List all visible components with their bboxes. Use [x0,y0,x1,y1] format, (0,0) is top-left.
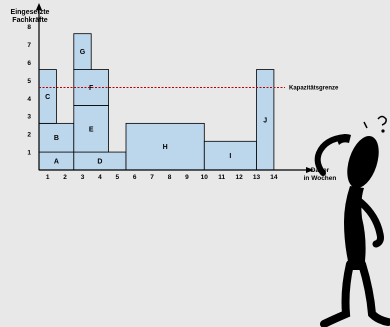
block-label-h: H [163,144,168,151]
x-tick-label-6: 6 [133,174,137,181]
x-tick-label-12: 12 [235,174,243,181]
x-ticks: 1 2 3 4 5 6 7 8 9 10 11 12 13 14 [46,174,278,181]
y-axis-label-line-1: Eingesetzte [11,9,50,16]
y-axis-label-line-2: Fachkräfte [12,17,48,24]
x-tick-label-4: 4 [98,174,102,181]
block-label-g: G [80,49,86,56]
x-tick-label-7: 7 [150,174,154,181]
block-label-c: C [45,94,50,101]
x-axis-label-line-2: in Wochen [304,175,337,182]
work-blocks: A B C D E F G H I J [39,34,274,170]
y-tick-label-2: 2 [27,132,31,139]
y-tick-label-8: 8 [27,24,31,31]
x-tick-label-1: 1 [46,174,50,181]
block-label-b: B [54,135,59,142]
block-label-j: J [263,117,267,124]
x-tick-label-11: 11 [218,174,225,181]
y-tick-label-6: 6 [27,60,31,67]
y-tick-label-1: 1 [27,150,31,157]
y-tick-label-5: 5 [27,78,31,85]
y-ticks: 1 2 3 4 5 6 7 8 [27,24,31,157]
x-tick-label-5: 5 [115,174,119,181]
x-tick-label-10: 10 [201,174,209,181]
x-tick-label-14: 14 [270,174,278,181]
block-label-d: D [97,159,102,166]
block-label-i: I [229,153,231,160]
block-label-e: E [89,126,94,133]
x-tick-label-9: 9 [185,174,189,181]
capacity-label: Kapazitätsgrenze [289,86,339,92]
x-tick-label-2: 2 [63,174,67,181]
y-tick-label-3: 3 [27,114,31,121]
y-tick-label-4: 4 [27,96,31,103]
x-tick-label-3: 3 [81,174,85,181]
x-tick-label-8: 8 [168,174,172,181]
thinking-figure-illustration [318,117,388,325]
block-label-a: A [54,159,59,166]
block-label-f: F [89,85,94,92]
y-axis-arrow [36,3,42,10]
x-tick-label-13: 13 [253,174,261,181]
y-tick-label-7: 7 [27,42,31,49]
